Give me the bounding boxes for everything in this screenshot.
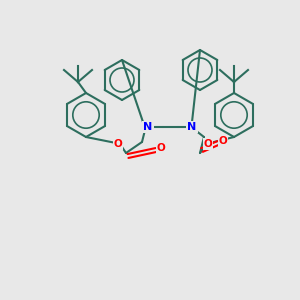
Text: N: N xyxy=(188,122,196,132)
Text: O: O xyxy=(219,136,227,146)
Text: O: O xyxy=(157,143,165,153)
Text: O: O xyxy=(114,139,122,149)
Text: O: O xyxy=(204,139,212,149)
Text: N: N xyxy=(143,122,153,132)
